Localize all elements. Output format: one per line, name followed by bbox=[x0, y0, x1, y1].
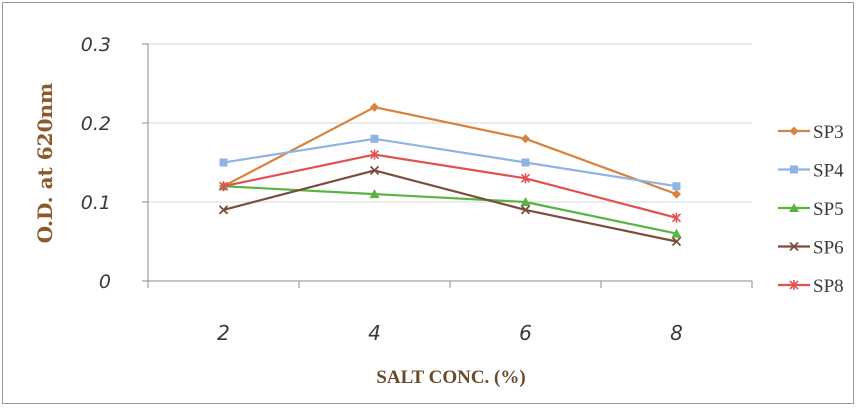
series-line bbox=[223, 137, 677, 188]
legend-item-sp6: SP6 bbox=[778, 238, 844, 259]
data-point bbox=[672, 182, 681, 191]
data-point bbox=[370, 102, 379, 112]
legend-marker bbox=[789, 126, 799, 136]
legend: SP3 SP4 SP5 SP6 SP8 bbox=[778, 122, 844, 297]
x-tick-label: 4 bbox=[368, 321, 381, 345]
legend-label: SP8 bbox=[813, 276, 844, 297]
series-line bbox=[223, 169, 677, 243]
x-tick-label: 6 bbox=[519, 321, 532, 345]
series-group bbox=[218, 102, 682, 247]
data-point bbox=[671, 228, 682, 238]
data-point bbox=[671, 212, 682, 223]
legend-marker bbox=[789, 241, 799, 252]
data-point bbox=[219, 158, 228, 167]
legend-item-sp8: SP8 bbox=[778, 276, 844, 297]
series-sp4 bbox=[219, 134, 681, 191]
legend-item-sp4: SP4 bbox=[778, 161, 844, 182]
y-tick-label: 0.2 bbox=[81, 113, 111, 135]
data-point bbox=[370, 134, 379, 143]
data-point bbox=[369, 149, 380, 160]
series-line bbox=[223, 153, 677, 219]
data-point bbox=[521, 134, 530, 144]
legend-marker bbox=[790, 165, 798, 174]
series-sp8 bbox=[218, 149, 682, 223]
data-point bbox=[369, 189, 380, 199]
y-axis-label: O.D. at 620nm bbox=[33, 83, 57, 243]
data-point bbox=[520, 173, 531, 184]
axes bbox=[142, 43, 753, 288]
legend-label: SP6 bbox=[813, 238, 844, 259]
legend-label: SP5 bbox=[813, 199, 844, 220]
data-point bbox=[520, 205, 531, 215]
legend-item-sp5: SP5 bbox=[778, 199, 844, 220]
x-axis-label: SALT CONC. (%) bbox=[376, 367, 525, 388]
x-tick-label: 2 bbox=[217, 321, 230, 345]
legend-label: SP3 bbox=[813, 122, 844, 143]
data-point bbox=[672, 189, 681, 199]
x-tick-labels: 2 4 6 8 bbox=[217, 321, 683, 345]
legend-marker bbox=[789, 280, 799, 290]
chart-frame bbox=[2, 2, 854, 404]
y-tick-labels: 0 0.1 0.2 0.3 bbox=[81, 34, 111, 293]
data-point bbox=[369, 165, 380, 176]
data-point bbox=[218, 205, 229, 215]
x-tick-label: 8 bbox=[670, 321, 683, 345]
legend-label: SP4 bbox=[813, 161, 844, 182]
y-tick-label: 0 bbox=[99, 271, 111, 293]
data-point bbox=[521, 158, 530, 167]
data-point bbox=[671, 236, 682, 247]
y-tick-label: 0.1 bbox=[81, 192, 111, 214]
legend-marker bbox=[789, 203, 799, 212]
data-point bbox=[218, 181, 229, 192]
legend-item-sp3: SP3 bbox=[778, 122, 844, 143]
series-sp6 bbox=[218, 165, 682, 247]
series-line bbox=[222, 106, 677, 196]
y-tick-label: 0.3 bbox=[81, 34, 111, 56]
data-point bbox=[520, 197, 531, 206]
